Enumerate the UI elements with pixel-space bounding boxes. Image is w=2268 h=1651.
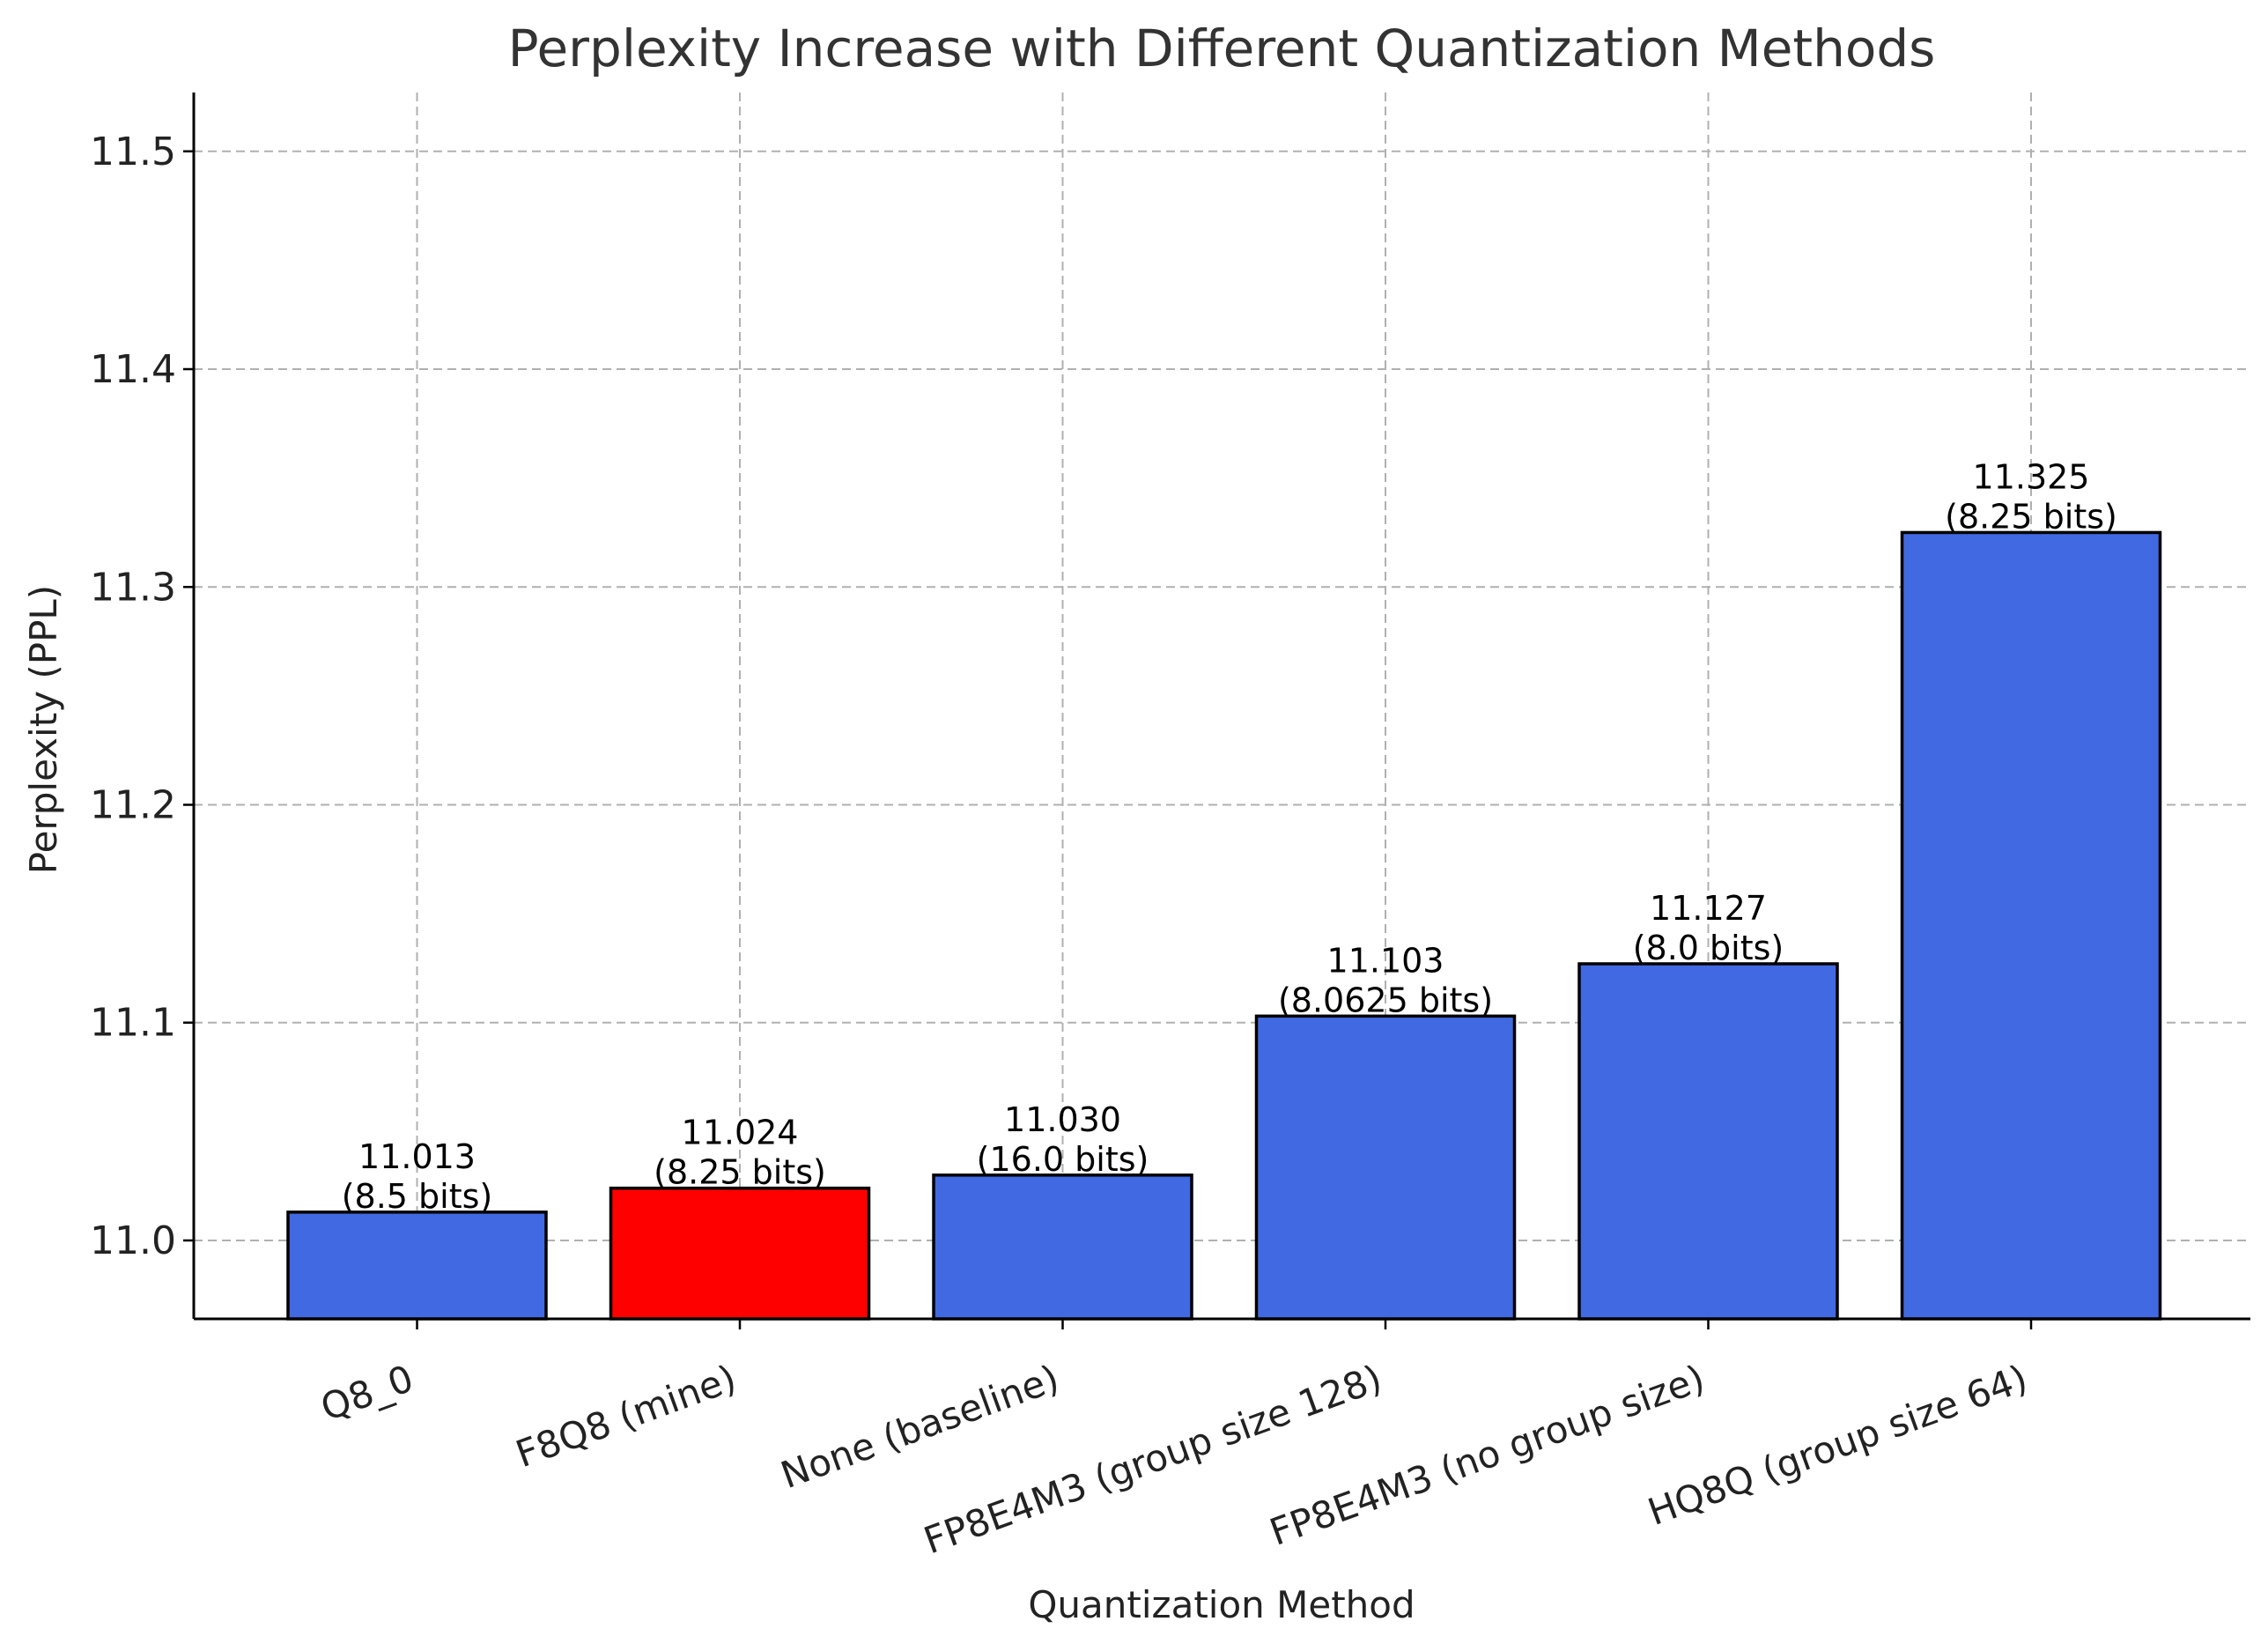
bar-value-label: 11.013 <box>358 1137 476 1176</box>
data-labels: 11.013(8.5 bits)11.024(8.25 bits)11.030(… <box>342 457 2117 1215</box>
y-tick-labels: 11.0 11.1 11.2 11.3 11.4 11.5 <box>90 130 194 1263</box>
y-tick-label: 11.3 <box>90 565 176 610</box>
bar <box>1254 1014 1517 1321</box>
chart-title: Perplexity Increase with Different Quant… <box>508 19 1936 78</box>
bar <box>609 1186 871 1321</box>
bar-bits-label: (8.25 bits) <box>1945 497 2117 536</box>
bar-bits-label: (8.25 bits) <box>654 1153 826 1192</box>
bar <box>1900 530 2162 1321</box>
x-axis-title: Quantization Method <box>1028 1583 1415 1626</box>
y-tick-label: 11.4 <box>90 347 176 392</box>
y-tick-label: 11.1 <box>90 1001 176 1046</box>
bar <box>1577 962 1839 1321</box>
bar-bits-label: (8.0 bits) <box>1633 929 1784 967</box>
bar <box>932 1173 1193 1321</box>
bars <box>286 530 2162 1321</box>
bar-bits-label: (8.5 bits) <box>342 1177 493 1216</box>
y-axis-title: Perplexity (PPL) <box>22 585 65 874</box>
y-tick-label: 11.0 <box>90 1218 176 1263</box>
axes <box>192 93 2250 1321</box>
bar-value-label: 11.030 <box>1004 1100 1121 1139</box>
bar-value-label: 11.103 <box>1327 941 1444 980</box>
y-tick-label: 11.2 <box>90 782 176 827</box>
bar-value-label: 11.127 <box>1650 889 1767 928</box>
bar-value-label: 11.325 <box>1973 457 2090 496</box>
bar-bits-label: (8.0625 bits) <box>1278 981 1493 1019</box>
bar-bits-label: (16.0 bits) <box>977 1140 1149 1179</box>
bar-value-label: 11.024 <box>682 1114 799 1152</box>
bar <box>286 1210 548 1321</box>
y-tick-label: 11.5 <box>90 130 176 174</box>
